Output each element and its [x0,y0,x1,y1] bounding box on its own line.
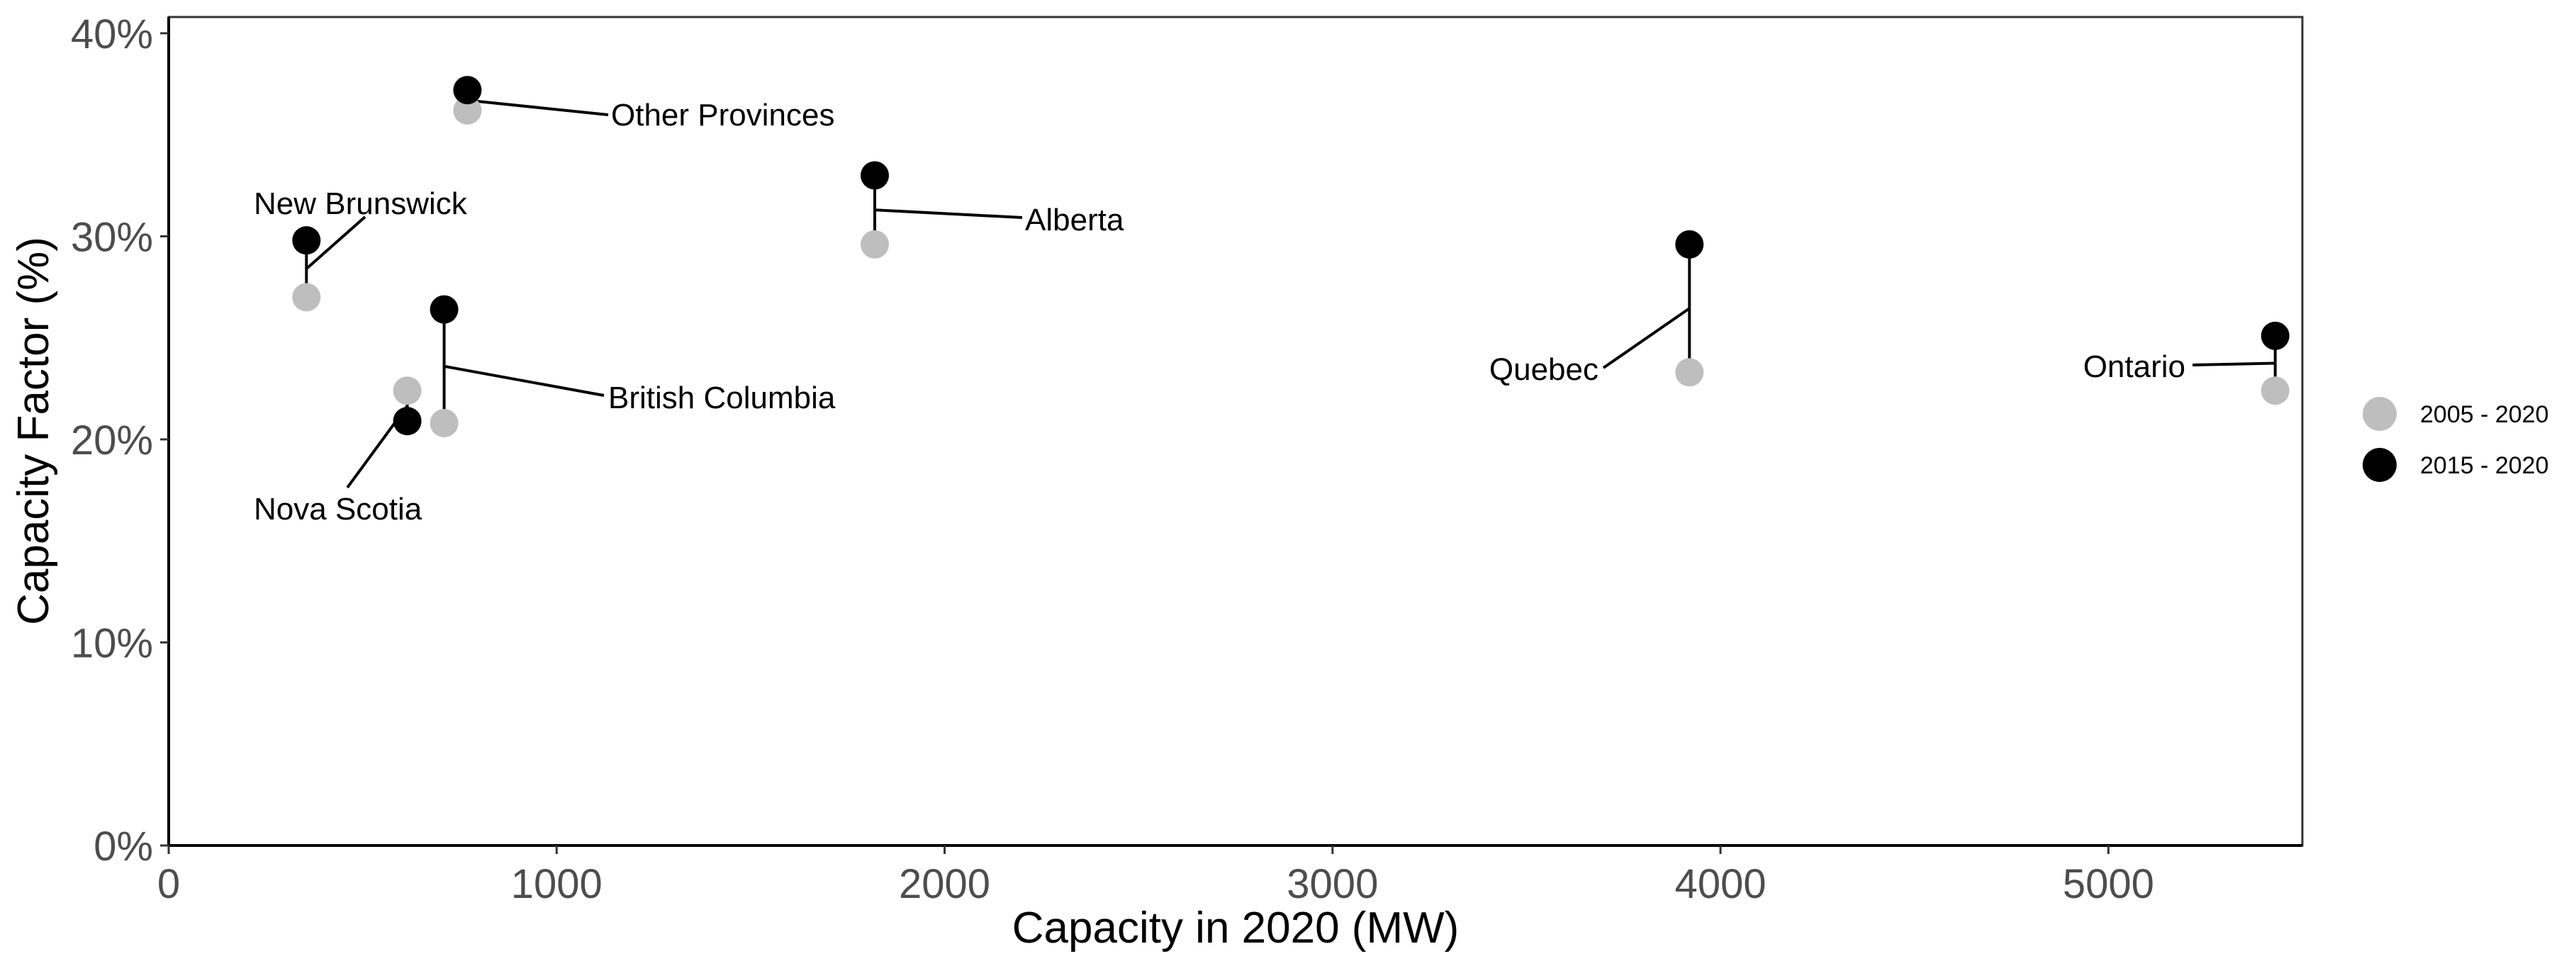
point-2015-2020 [430,295,459,324]
point-2005-2020 [292,283,321,312]
point-2015-2020 [292,226,321,255]
legend-key [2363,448,2397,482]
leader-line [305,215,366,270]
legend-label: 2005 - 2020 [2420,401,2549,428]
x-tick-label: 2000 [899,861,990,907]
x-tick-label: 0 [157,861,180,907]
x-tick-label: 3000 [1287,861,1378,907]
x-tick-label: 1000 [511,861,603,907]
x-tick-label: 4000 [1675,861,1766,907]
point-2005-2020 [453,96,482,125]
leader-line [2192,361,2275,366]
point-2015-2020 [453,76,482,105]
leader-line [1602,307,1691,369]
leader-lines [305,99,2275,489]
y-tick-label: 30% [71,214,153,260]
point-2015-2020 [861,161,890,190]
point-2005-2020 [861,230,890,259]
province-label: Ontario [2083,349,2185,384]
point-2005-2020 [430,409,459,438]
axes: 0 1000 2000 3000 4000 5000 0% 10% 20% 30% 40% [71,11,2302,907]
y-tick-label: 40% [71,11,153,57]
point-2015-2020 [2261,321,2290,350]
point-2015-2020 [393,407,422,436]
legend: 2005 - 2020 2015 - 2020 [2363,397,2549,482]
legend-key [2363,397,2397,431]
province-label: Quebec [1489,352,1598,387]
y-axis-title: Capacity Factor (%) [9,237,58,625]
leader-line [444,364,605,397]
province-label: British Columbia [608,381,836,415]
x-axis-title: Capacity in 2020 (MW) [1012,904,1460,952]
point-2015-2020 [1675,230,1704,259]
province-label: Other Provinces [611,98,834,133]
leader-line [874,208,1023,219]
plot-panel [167,16,2304,847]
province-label: Nova Scotia [254,492,422,527]
points-layer [292,76,2290,438]
leader-line [467,99,609,116]
y-tick-label: 0% [94,824,153,870]
point-2005-2020 [1675,358,1704,387]
point-2005-2020 [2261,376,2290,405]
point-2005-2020 [393,376,422,405]
y-tick-label: 10% [71,620,153,666]
x-tick-label: 5000 [2063,861,2154,907]
province-label: Alberta [1025,203,1124,237]
point-labels: Other Provinces New Brunswick Alberta Briti… [254,98,2185,527]
legend-label: 2015 - 2020 [2420,452,2549,479]
province-label: New Brunswick [254,186,468,221]
y-tick-label: 20% [71,417,153,463]
